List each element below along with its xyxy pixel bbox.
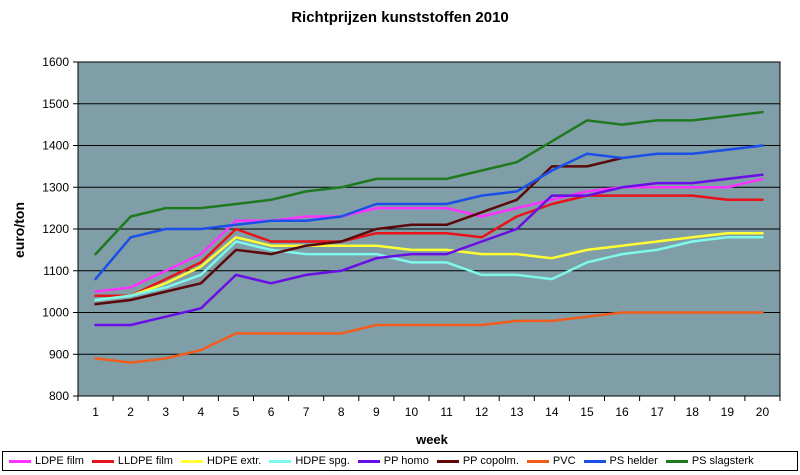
legend-item: LDPE film (9, 455, 84, 467)
y-tick-label: 1600 (42, 55, 69, 69)
x-tick-label: 17 (650, 405, 664, 419)
legend-swatch (91, 459, 114, 463)
legend-swatch (583, 459, 606, 463)
y-tick-label: 1100 (43, 264, 69, 278)
legend-label: HDPE extr. (206, 455, 262, 467)
x-tick-label: 12 (475, 405, 489, 419)
series-line-hdpe-extr (94, 231, 764, 302)
legend-item: PP copolm. (436, 455, 519, 467)
x-tick-label: 6 (268, 405, 275, 419)
legend-label: HDPE spg. (295, 455, 350, 467)
legend-swatch (357, 459, 380, 463)
x-tick-label: 20 (756, 405, 770, 419)
legend-swatch (269, 459, 292, 463)
x-tick-label: 7 (303, 405, 310, 419)
series-line-pp-copolm (94, 156, 624, 306)
legend-label: LLDPE film (117, 455, 173, 467)
y-tick-label: 800 (49, 389, 69, 403)
x-tick-label: 10 (405, 405, 419, 419)
legend: LDPE film LLDPE film HDPE extr. HDPE spg. PP… (2, 451, 798, 471)
legend-item: LLDPE film (91, 455, 173, 467)
legend-label: PS helder (609, 455, 658, 467)
legend-item: PS slagsterk (665, 455, 754, 467)
y-tick-label: 1000 (42, 306, 69, 320)
x-tick-label: 15 (580, 405, 594, 419)
legend-swatch (526, 459, 549, 463)
legend-item: PS helder (583, 455, 658, 467)
series-line-ps-slagsterk (94, 110, 764, 256)
series-line-ps-helder (94, 144, 764, 281)
series-line-pvc (94, 311, 764, 364)
x-tick-label: 5 (233, 405, 240, 419)
y-tick-label: 1400 (42, 139, 69, 153)
legend-item: PP homo (357, 455, 429, 467)
y-axis-label: euro/ton (11, 202, 27, 258)
legend-label: LDPE film (35, 455, 84, 467)
x-tick-label: 18 (686, 405, 700, 419)
x-tick-label: 3 (162, 405, 169, 419)
x-tick-label: 13 (510, 405, 524, 419)
chart-title: Richtprijzen kunststoffen 2010 (291, 9, 509, 26)
x-tick-label: 2 (127, 405, 134, 419)
x-tick-label: 9 (373, 405, 380, 419)
y-tick-label: 900 (49, 347, 69, 361)
legend-swatch (436, 459, 459, 463)
series-line-lldpe-film (94, 194, 764, 298)
legend-swatch (9, 459, 31, 463)
x-tick-label: 11 (440, 405, 453, 419)
legend-item: PVC (526, 455, 576, 467)
x-tick-label: 19 (721, 405, 735, 419)
x-tick-label: 14 (545, 405, 559, 419)
legend-label: PS slagsterk (691, 455, 754, 467)
x-tick-label: 16 (615, 405, 629, 419)
series-line-pp-homo (94, 173, 764, 327)
legend-item: HDPE extr. (180, 455, 262, 467)
x-tick-label: 4 (198, 405, 205, 419)
legend-label: PP copolm. (462, 455, 519, 467)
legend-swatch (180, 459, 203, 463)
y-tick-label: 1300 (42, 180, 69, 194)
legend-item: HDPE spg. (269, 455, 350, 467)
x-axis-label: week (415, 432, 449, 447)
legend-label: PVC (552, 455, 576, 467)
series-line-hdpe-spg (94, 236, 764, 302)
series-line-ldpe-film (94, 177, 764, 293)
x-tick-label: 1 (92, 405, 99, 419)
y-tick-label: 1500 (42, 97, 69, 111)
x-tick-label: 8 (338, 405, 345, 419)
legend-label: PP homo (383, 455, 429, 467)
legend-swatch (665, 459, 688, 463)
y-tick-label: 1200 (42, 222, 69, 236)
